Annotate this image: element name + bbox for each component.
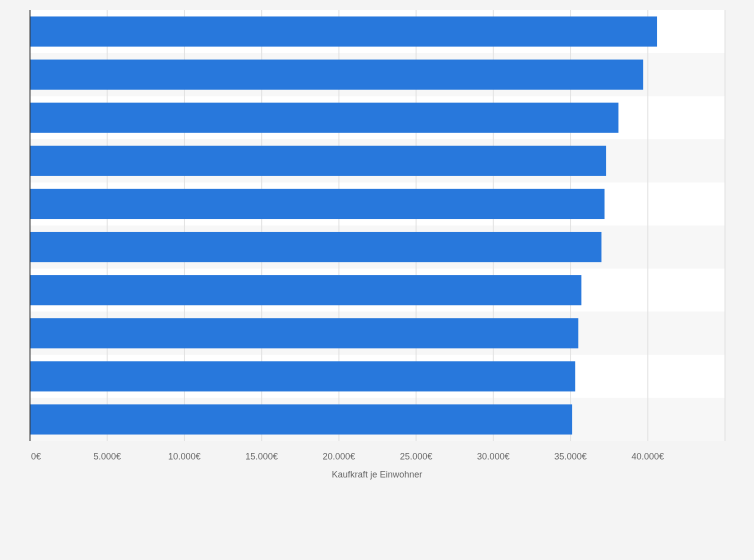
x-tick-label: 20.000€ (323, 451, 356, 461)
bar (30, 275, 582, 306)
bar (30, 145, 607, 176)
x-tick-label: 5.000€ (93, 451, 121, 461)
bar (30, 404, 573, 435)
bar (30, 231, 602, 263)
bar (30, 102, 619, 133)
x-tick-label: 15.000€ (245, 451, 278, 461)
x-tick-label: 35.000€ (554, 451, 587, 461)
x-axis-label: Kaufkraft je Einwohner (332, 469, 423, 479)
bar (30, 16, 658, 47)
bar (30, 318, 579, 349)
x-tick-label: 30.000€ (477, 451, 510, 461)
x-tick-label: 0€ (31, 451, 41, 461)
bar (30, 188, 605, 220)
x-tick-label: 25.000€ (400, 451, 433, 461)
bar (30, 361, 576, 392)
x-tick-label: 40.000€ (632, 451, 665, 461)
bar (30, 59, 644, 90)
x-tick-label: 10.000€ (168, 451, 201, 461)
